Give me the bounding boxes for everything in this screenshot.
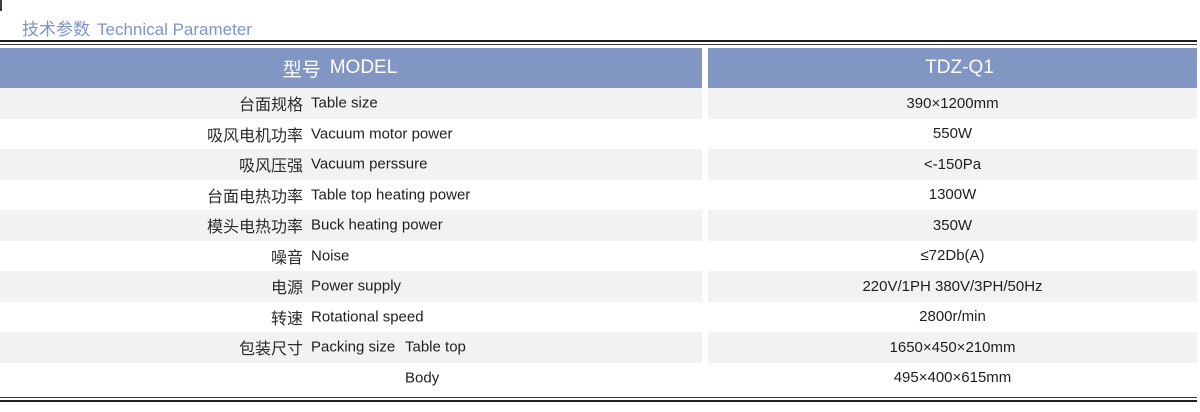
spec-label-en: Rotational speed — [311, 308, 424, 326]
spec-label-cell: 模头电热功率 Buck heating power — [0, 210, 702, 241]
section-title-zh: 技术参数 — [22, 20, 90, 39]
spec-label-zh: 吸风电机功率 — [206, 127, 303, 145]
spec-row: 模头电热功率 Buck heating power 350W — [0, 210, 1197, 241]
spec-sublabel: Body — [405, 369, 440, 387]
section-title-en: Technical Parameter — [97, 20, 252, 39]
spec-label-en: Vacuum perssure — [311, 155, 428, 173]
spec-label-cell: 噪音 Noise — [0, 240, 702, 271]
spec-row: 转速 Rotational speed 2800r/min — [0, 301, 1197, 332]
technical-parameter-table: 型号 MODEL TDZ-Q1 台面规格 Table size 390×1200… — [0, 48, 1197, 393]
spec-label-cell: 吸风压强 Vacuum perssure — [0, 149, 702, 180]
spec-label-zh: 电源 — [270, 280, 303, 298]
spec-label-zh: 吸风压强 — [238, 158, 303, 176]
spec-label-zh: 模头电热功率 — [206, 219, 303, 237]
spec-row: 台面电热功率 Table top heating power 1300W — [0, 179, 1197, 210]
spec-label-zh: 台面电热功率 — [206, 188, 303, 206]
spec-label-cell: 电源 Power supply — [0, 271, 702, 302]
column-divider — [702, 332, 708, 363]
spec-row: 吸风电机功率 Vacuum motor power 550W — [0, 118, 1197, 149]
spec-value: ≤72Db(A) — [708, 240, 1197, 271]
spec-value: 220V/1PH 380V/3PH/50Hz — [708, 271, 1197, 302]
spec-row: 电源 Power supply 220V/1PH 380V/3PH/50Hz — [0, 271, 1197, 302]
spec-label-en: Table size — [311, 94, 378, 112]
spec-label-cell: Body — [0, 362, 702, 393]
spec-label-en: Noise — [311, 247, 350, 265]
table-header-row: 型号 MODEL TDZ-Q1 — [0, 48, 1197, 88]
spec-value: <-150Pa — [708, 149, 1197, 180]
header-model-zh: 型号 — [282, 59, 321, 81]
column-divider — [702, 210, 708, 241]
column-divider — [702, 240, 708, 271]
spec-label-cell: 吸风电机功率 Vacuum motor power — [0, 118, 702, 149]
spec-label-cell: 台面规格 Table size — [0, 88, 702, 119]
spec-label-zh: 包装尺寸 — [238, 341, 303, 359]
column-divider — [702, 118, 708, 149]
spec-label-cell: 包装尺寸 Packing size Table top — [0, 332, 702, 363]
spec-label-zh: 噪音 — [270, 249, 303, 267]
spec-value: 390×1200mm — [708, 88, 1197, 119]
header-model-cell: 型号 MODEL — [0, 48, 702, 88]
spec-label-cell: 转速 Rotational speed — [0, 301, 702, 332]
column-divider — [702, 271, 708, 302]
spec-value: 1300W — [708, 179, 1197, 210]
spec-row: 噪音 Noise ≤72Db(A) — [0, 240, 1197, 271]
bottom-double-rule — [0, 397, 1197, 402]
column-divider — [702, 88, 708, 119]
column-divider — [702, 179, 708, 210]
spec-value: 2800r/min — [708, 301, 1197, 332]
header-model-value: TDZ-Q1 — [708, 48, 1197, 88]
spec-value: 350W — [708, 210, 1197, 241]
spec-label-en: Vacuum motor power — [311, 125, 453, 143]
header-model-en: MODEL — [329, 57, 398, 78]
spec-row: 台面规格 Table size 390×1200mm — [0, 88, 1197, 119]
spec-label-en: Table top heating power — [311, 186, 471, 204]
column-divider — [702, 362, 708, 393]
spec-value: 550W — [708, 118, 1197, 149]
page-edge-mark — [0, 0, 2, 11]
spec-label-zh: 转速 — [270, 310, 303, 328]
section-title: 技术参数 Technical Parameter — [0, 0, 1200, 40]
spec-value: 1650×450×210mm — [708, 332, 1197, 363]
spec-label-en: Packing size — [311, 338, 396, 356]
spec-row: Body 495×400×615mm — [0, 362, 1197, 393]
spec-label-cell: 台面电热功率 Table top heating power — [0, 179, 702, 210]
column-divider — [702, 149, 708, 180]
spec-value: 495×400×615mm — [708, 362, 1197, 393]
column-divider — [702, 301, 708, 332]
column-divider — [702, 48, 708, 88]
spec-sublabel: Table top — [405, 338, 466, 356]
spec-label-en: Buck heating power — [311, 216, 443, 234]
spec-label-en: Power supply — [311, 277, 402, 295]
spec-row: 吸风压强 Vacuum perssure <-150Pa — [0, 149, 1197, 180]
spec-row: 包装尺寸 Packing size Table top 1650×450×210… — [0, 332, 1197, 363]
spec-label-zh: 台面规格 — [238, 97, 303, 115]
top-double-rule — [0, 40, 1197, 45]
